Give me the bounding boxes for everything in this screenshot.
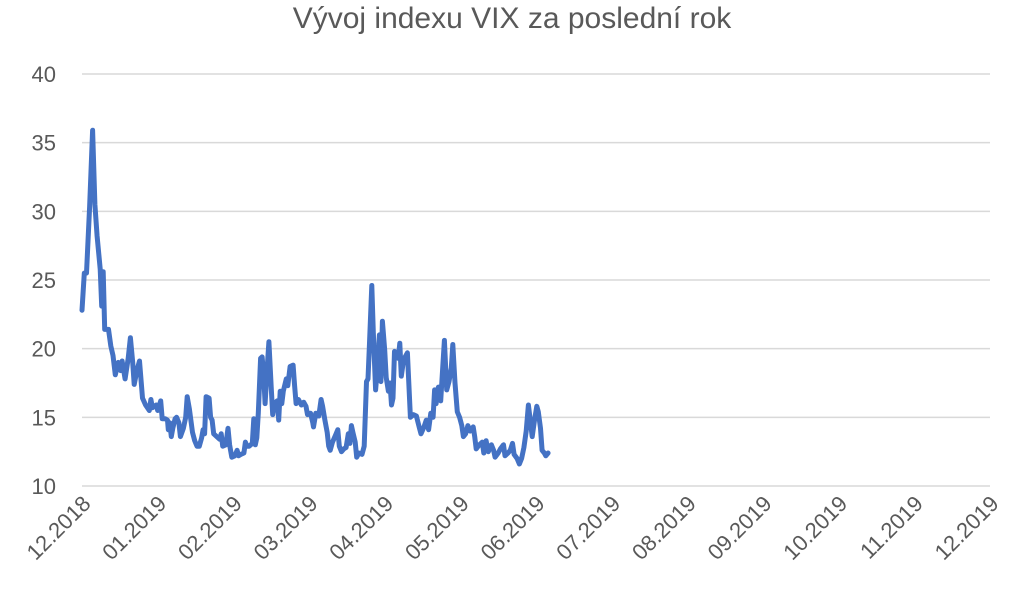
- series-lines: [79, 127, 551, 467]
- x-tick-label: 02.2019: [173, 491, 247, 565]
- x-tick-label: 03.2019: [249, 491, 323, 565]
- y-tick-label: 15: [32, 405, 56, 430]
- x-tick-label: 09.2019: [703, 491, 777, 565]
- x-tick-label: 06.2019: [476, 491, 550, 565]
- y-axis-ticks: 10 15 20 25 30 35 40: [32, 62, 56, 499]
- y-tick-label: 30: [32, 199, 56, 224]
- x-tick-label: 04.2019: [324, 491, 398, 565]
- y-tick-label: 40: [32, 62, 56, 87]
- y-tick-label: 35: [32, 131, 56, 156]
- x-tick-label: 10.2019: [778, 491, 852, 565]
- x-tick-label: 05.2019: [400, 491, 474, 565]
- x-tick-label: 01.2019: [97, 491, 171, 565]
- x-tick-label: 12.2019: [930, 491, 1004, 565]
- chart-title: Vývoj indexu VIX za poslední rok: [292, 2, 732, 35]
- series-line-0: [79, 127, 551, 467]
- x-tick-label: 08.2019: [627, 491, 701, 565]
- y-tick-label: 10: [32, 474, 56, 499]
- y-tick-label: 25: [32, 268, 56, 293]
- x-tick-label: 12.2018: [22, 491, 96, 565]
- x-axis-ticks: 12.2018 01.2019 02.2019 03.2019 04.2019 05.20…: [22, 491, 1004, 565]
- x-tick-label: 07.2019: [551, 491, 625, 565]
- x-tick-label: 11.2019: [855, 491, 928, 564]
- y-tick-label: 20: [32, 337, 56, 362]
